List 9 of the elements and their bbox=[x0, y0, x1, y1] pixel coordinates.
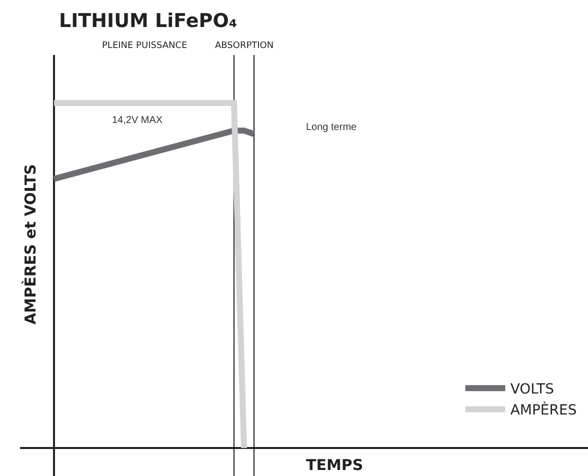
legend-label: VOLTS bbox=[510, 382, 554, 398]
legend-label: AMPÈRES bbox=[510, 402, 577, 419]
text: Long terme bbox=[306, 122, 358, 133]
annotation: 14,2V MAX bbox=[112, 115, 163, 126]
y-axis-title: AMPÈRES et VOLTS bbox=[22, 164, 40, 324]
text: ABSORPTION bbox=[215, 41, 274, 51]
chart-title: LITHIUM LiFePO₄ bbox=[59, 10, 238, 32]
x-axis-title: TEMPS bbox=[306, 456, 364, 474]
text: PLEINE PUISSANCE bbox=[102, 41, 188, 51]
